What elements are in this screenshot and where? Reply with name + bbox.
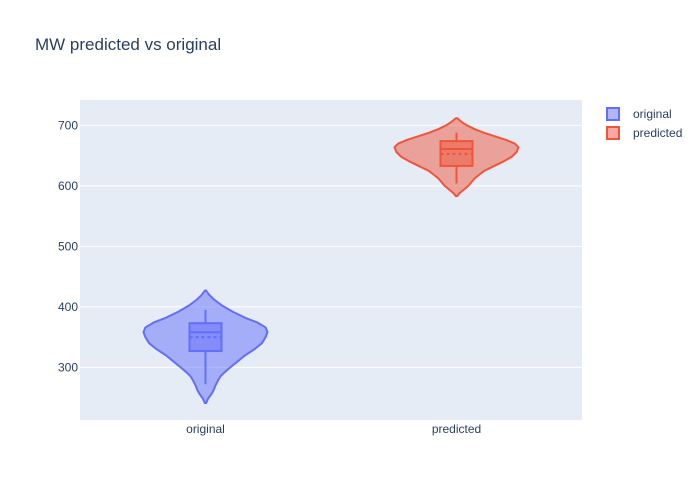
box [188, 322, 223, 353]
legend-label: original [633, 107, 672, 121]
chart-title: MW predicted vs original [35, 35, 221, 54]
legend-swatch [606, 107, 620, 121]
violin-predicted [393, 117, 520, 198]
y-tick-label: 600 [58, 179, 78, 193]
legend-swatch [606, 126, 620, 140]
legend-item-original[interactable]: original [606, 107, 672, 121]
y-tick-label: 400 [58, 300, 78, 314]
violins [142, 117, 520, 405]
x-axis-ticks: original predicted [186, 422, 481, 436]
y-tick-label: 500 [58, 239, 78, 253]
legend-label: predicted [633, 126, 682, 140]
x-tick-label: predicted [432, 422, 481, 436]
gridlines [80, 124, 582, 368]
legend[interactable]: original predicted [606, 107, 682, 140]
box [439, 140, 474, 167]
violin-original [142, 289, 269, 405]
legend-item-predicted[interactable]: predicted [606, 126, 682, 140]
y-tick-label: 700 [58, 118, 78, 132]
y-tick-label: 300 [58, 360, 78, 374]
x-tick-label: original [186, 422, 225, 436]
y-axis-ticks: 300 400 500 600 700 [58, 118, 78, 374]
